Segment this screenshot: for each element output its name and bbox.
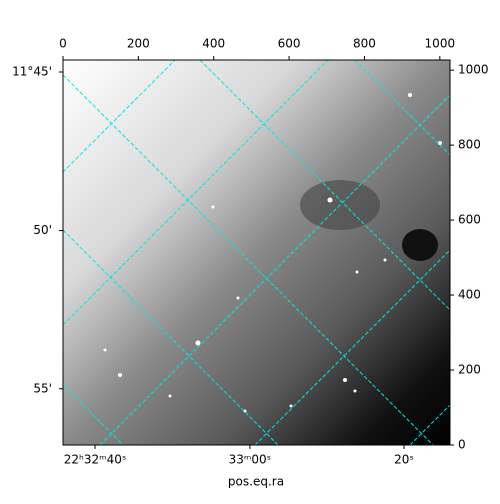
ra-tick-label: 20ˢ — [394, 453, 414, 467]
dec-tick-label: 11°45' — [12, 64, 52, 78]
x-tick-label: 200 — [127, 37, 150, 51]
x-axis-label: pos.eq.ra — [228, 475, 284, 489]
y-tick-label: 600 — [458, 213, 481, 227]
y-tick-label: 800 — [458, 138, 481, 152]
ra-tick-label: 22ʰ32ᵐ40ˢ — [64, 453, 127, 467]
x-tick-label: 400 — [202, 37, 225, 51]
coordinate-grid — [63, 60, 450, 445]
dec-tick-label: 50' — [33, 223, 52, 237]
x-tick-label: 1000 — [425, 37, 456, 51]
y-tick-label: 1000 — [458, 63, 489, 77]
ra-tick-label: 33ᵐ00ˢ — [229, 453, 272, 467]
frame — [62, 59, 451, 446]
y-tick-label: 200 — [458, 363, 481, 377]
y-tick-label: 400 — [458, 288, 481, 302]
x-tick-label: 800 — [353, 37, 376, 51]
dec-tick-label: 55' — [33, 381, 52, 395]
x-tick-label: 600 — [278, 37, 301, 51]
image — [63, 60, 450, 445]
x-tick-label: 0 — [59, 37, 67, 51]
y-tick-label: 0 — [458, 438, 466, 452]
